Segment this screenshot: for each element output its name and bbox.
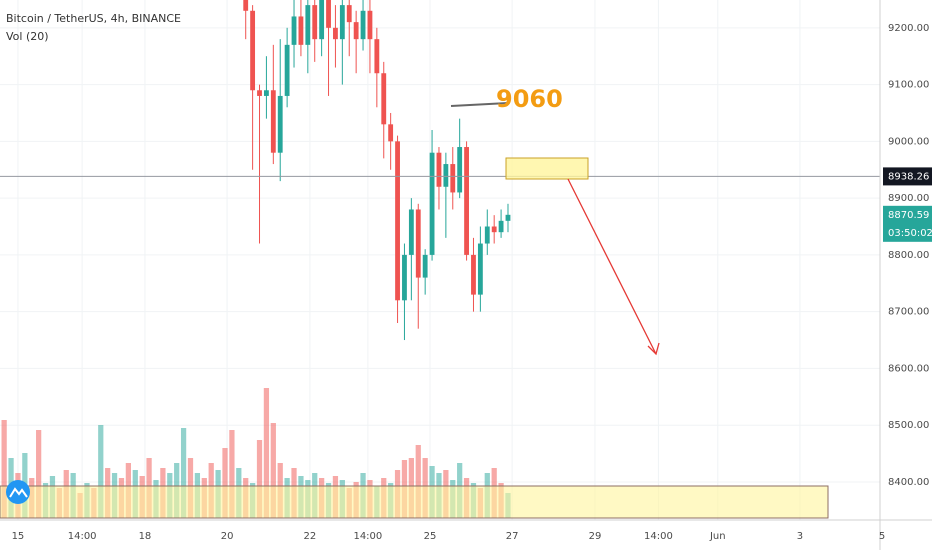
annotation: 9060 [496, 85, 563, 113]
volume-bar [36, 430, 42, 518]
y-tick-label: 8500.00 [888, 420, 929, 431]
arrow-head [647, 342, 660, 356]
candle-body [477, 243, 483, 295]
volume-bar [1, 420, 7, 518]
candle-body [388, 124, 394, 142]
x-tick-label: 14:00 [68, 531, 97, 542]
volume-bar [256, 440, 263, 518]
candle-body [464, 147, 469, 255]
y-tick-label: 9000.00 [888, 136, 929, 147]
candle-body [381, 73, 387, 125]
candle-body [312, 5, 318, 40]
arrow-line [567, 178, 657, 355]
candle-body [270, 90, 276, 153]
candle-body [415, 209, 421, 278]
chart-title: Bitcoin / TetherUS, 4h, BINANCE [6, 12, 181, 25]
volume-bar [98, 425, 104, 518]
candle-body [443, 164, 449, 187]
candle-body [319, 0, 325, 40]
x-tick-label: 3 [797, 531, 803, 542]
y-tick-label: 9200.00 [888, 23, 929, 34]
candle-body [367, 10, 373, 40]
y-tick-label: 8400.00 [888, 477, 929, 488]
price-tag: 8938.26 [888, 171, 929, 182]
volume-bar [270, 423, 276, 518]
candle-body [250, 10, 256, 91]
resistance-box [505, 157, 589, 180]
y-tick-label: 8900.00 [888, 193, 929, 204]
highlight-zone [0, 485, 829, 519]
candle-body [305, 5, 311, 45]
candle-body [422, 254, 428, 278]
candle-body [353, 22, 359, 40]
candle-body [457, 147, 463, 193]
last-price-bg [883, 205, 932, 242]
x-tick-label: 20 [221, 531, 234, 542]
candle-body [277, 95, 283, 153]
candle-body [326, 0, 331, 28]
candle-body [339, 5, 345, 40]
volume-bar [222, 448, 228, 518]
x-tick-label: 22 [304, 531, 317, 542]
x-tick-label: 29 [589, 531, 602, 542]
candle-body [346, 5, 352, 23]
candle-body [243, 0, 249, 11]
candle-body [257, 90, 262, 96]
candle-body [264, 90, 269, 96]
candle-body [374, 39, 380, 74]
candle-body [284, 44, 290, 96]
volume-bar [229, 430, 235, 518]
x-tick-label: 14:00 [644, 531, 673, 542]
candle-body [505, 214, 511, 221]
y-tick-label: 8700.00 [888, 307, 929, 318]
x-tick-label: 14:00 [353, 531, 382, 542]
x-tick-label: 25 [424, 531, 437, 542]
x-tick-label: 15 [12, 531, 25, 542]
logo-icon [9, 487, 28, 498]
last-price: 8870.59 [888, 210, 929, 221]
candle-body [408, 209, 414, 255]
countdown: 03:50:02 [888, 228, 932, 239]
indicator-label: Vol (20) [6, 30, 49, 43]
candle-body [402, 254, 407, 301]
candle-body [436, 152, 442, 187]
candle-body [450, 164, 456, 193]
x-tick-label: Jun [709, 531, 726, 542]
x-tick-label: 27 [506, 531, 519, 542]
y-tick-label: 8800.00 [888, 250, 929, 261]
y-tick-label: 9100.00 [888, 80, 929, 91]
volume-bar [180, 428, 187, 518]
y-tick-label: 8600.00 [888, 363, 929, 374]
candle-body [360, 10, 366, 40]
volume-bar [415, 445, 421, 518]
candle-body [395, 141, 400, 301]
candle-body [484, 226, 490, 244]
volume-bar [263, 388, 270, 518]
candle-body [429, 152, 435, 255]
candle-body [471, 254, 476, 295]
price-tag-bg [883, 167, 932, 186]
candle-body [333, 27, 338, 40]
x-tick-label: 5 [879, 531, 885, 542]
annotation-line [450, 102, 509, 107]
x-tick-label: 18 [139, 531, 152, 542]
candle-body [498, 220, 504, 233]
candle-body [291, 16, 297, 45]
candle-body [298, 16, 304, 45]
candle-body [491, 226, 497, 233]
